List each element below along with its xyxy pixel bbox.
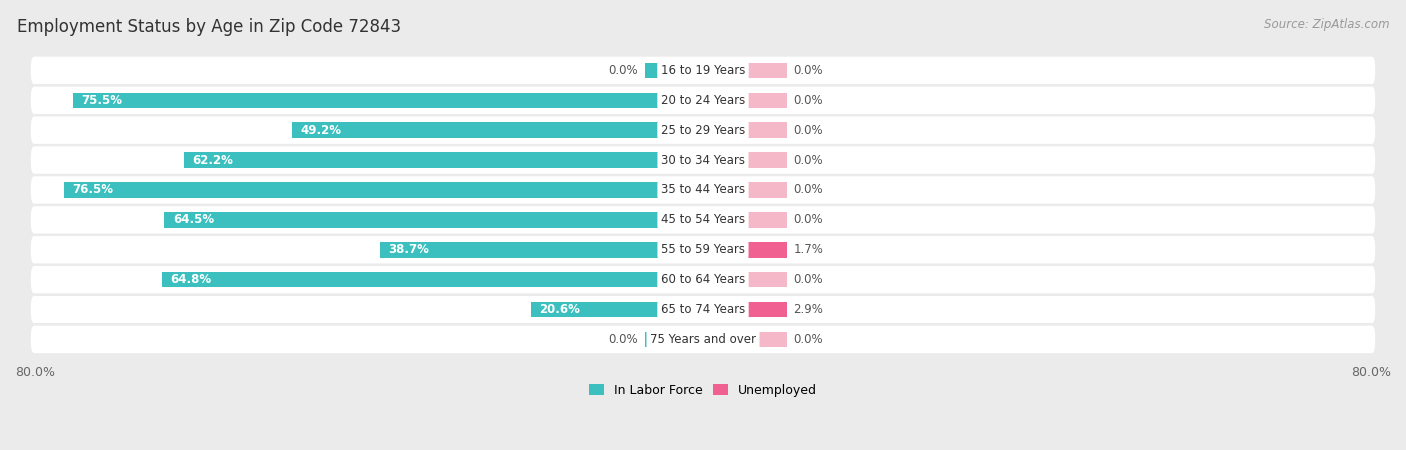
Bar: [703, 242, 786, 257]
Bar: [703, 182, 786, 198]
Text: 76.5%: 76.5%: [73, 184, 114, 197]
Text: 20.6%: 20.6%: [540, 303, 581, 316]
Bar: [703, 152, 786, 168]
Text: 0.0%: 0.0%: [793, 94, 823, 107]
Text: 25 to 29 Years: 25 to 29 Years: [661, 124, 745, 137]
FancyBboxPatch shape: [31, 266, 1375, 293]
Bar: [703, 93, 786, 108]
Text: 0.0%: 0.0%: [793, 213, 823, 226]
Bar: [703, 302, 786, 317]
Text: 35 to 44 Years: 35 to 44 Years: [661, 184, 745, 197]
Text: 0.0%: 0.0%: [793, 64, 823, 77]
Text: 0.0%: 0.0%: [793, 184, 823, 197]
FancyBboxPatch shape: [31, 57, 1375, 84]
Text: 55 to 59 Years: 55 to 59 Years: [661, 243, 745, 256]
Bar: [703, 63, 786, 78]
FancyBboxPatch shape: [31, 117, 1375, 144]
Text: 65 to 74 Years: 65 to 74 Years: [661, 303, 745, 316]
FancyBboxPatch shape: [31, 86, 1375, 114]
Bar: [703, 212, 786, 228]
Text: 64.8%: 64.8%: [170, 273, 211, 286]
Bar: [644, 332, 703, 347]
Text: 49.2%: 49.2%: [301, 124, 342, 137]
Bar: [703, 272, 786, 288]
Text: 30 to 34 Years: 30 to 34 Years: [661, 153, 745, 166]
Text: 0.0%: 0.0%: [793, 124, 823, 137]
Text: 60 to 64 Years: 60 to 64 Years: [661, 273, 745, 286]
Text: Employment Status by Age in Zip Code 72843: Employment Status by Age in Zip Code 728…: [17, 18, 401, 36]
Text: 75.5%: 75.5%: [82, 94, 122, 107]
Text: Source: ZipAtlas.com: Source: ZipAtlas.com: [1264, 18, 1389, 31]
Text: 2.9%: 2.9%: [793, 303, 823, 316]
Bar: [644, 63, 703, 78]
FancyBboxPatch shape: [31, 176, 1375, 204]
Bar: [380, 242, 703, 257]
FancyBboxPatch shape: [31, 146, 1375, 174]
FancyBboxPatch shape: [31, 206, 1375, 234]
Text: 0.0%: 0.0%: [609, 64, 638, 77]
Text: 62.2%: 62.2%: [193, 153, 233, 166]
Text: 0.0%: 0.0%: [793, 153, 823, 166]
FancyBboxPatch shape: [31, 296, 1375, 323]
Bar: [184, 152, 703, 168]
FancyBboxPatch shape: [31, 236, 1375, 264]
Bar: [65, 182, 703, 198]
Text: 0.0%: 0.0%: [609, 333, 638, 346]
Bar: [703, 332, 786, 347]
Text: 20 to 24 Years: 20 to 24 Years: [661, 94, 745, 107]
Bar: [165, 212, 703, 228]
Bar: [162, 272, 703, 288]
Text: 75 Years and over: 75 Years and over: [650, 333, 756, 346]
Text: 38.7%: 38.7%: [388, 243, 429, 256]
Bar: [73, 93, 703, 108]
Text: 64.5%: 64.5%: [173, 213, 214, 226]
Legend: In Labor Force, Unemployed: In Labor Force, Unemployed: [583, 379, 823, 402]
Bar: [531, 302, 703, 317]
Text: 45 to 54 Years: 45 to 54 Years: [661, 213, 745, 226]
Text: 16 to 19 Years: 16 to 19 Years: [661, 64, 745, 77]
Bar: [703, 122, 786, 138]
Text: 0.0%: 0.0%: [793, 273, 823, 286]
Text: 0.0%: 0.0%: [793, 333, 823, 346]
FancyBboxPatch shape: [31, 326, 1375, 353]
Bar: [292, 122, 703, 138]
Text: 1.7%: 1.7%: [793, 243, 823, 256]
